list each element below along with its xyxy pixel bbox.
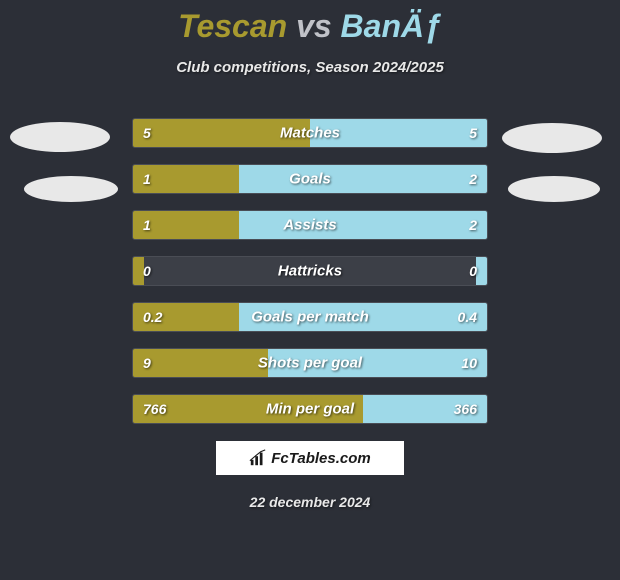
stat-label: Assists — [133, 217, 487, 234]
stat-label: Hattricks — [133, 263, 487, 280]
stat-row: 55Matches — [132, 118, 488, 148]
photo-placeholder-right-1 — [502, 123, 602, 153]
photo-placeholder-right-2 — [508, 176, 600, 202]
stat-label: Goals per match — [133, 309, 487, 326]
subtitle: Club competitions, Season 2024/2025 — [0, 59, 620, 76]
photo-placeholder-left-1 — [10, 122, 110, 152]
stat-row: 766366Min per goal — [132, 394, 488, 424]
player1-name: Tescan — [178, 8, 287, 44]
chart-icon — [249, 449, 267, 467]
logo-box: FcTables.com — [215, 440, 405, 476]
stat-row: 910Shots per goal — [132, 348, 488, 378]
stat-row: 00Hattricks — [132, 256, 488, 286]
stat-label: Goals — [133, 171, 487, 188]
stat-row: 0.20.4Goals per match — [132, 302, 488, 332]
stat-label: Min per goal — [133, 401, 487, 418]
date-text: 22 december 2024 — [0, 494, 620, 510]
stat-row: 12Goals — [132, 164, 488, 194]
stat-label: Shots per goal — [133, 355, 487, 372]
stat-row: 12Assists — [132, 210, 488, 240]
comparison-title: Tescan vs BanÄƒ — [0, 0, 620, 45]
stats-bars: 55Matches 12Goals 12Assists 00Hattricks 0.20… — [132, 118, 488, 424]
vs-text: vs — [287, 8, 340, 44]
photo-placeholder-left-2 — [24, 176, 118, 202]
logo-text: FcTables.com — [271, 450, 370, 467]
player2-name: BanÄƒ — [341, 8, 442, 44]
stat-label: Matches — [133, 125, 487, 142]
